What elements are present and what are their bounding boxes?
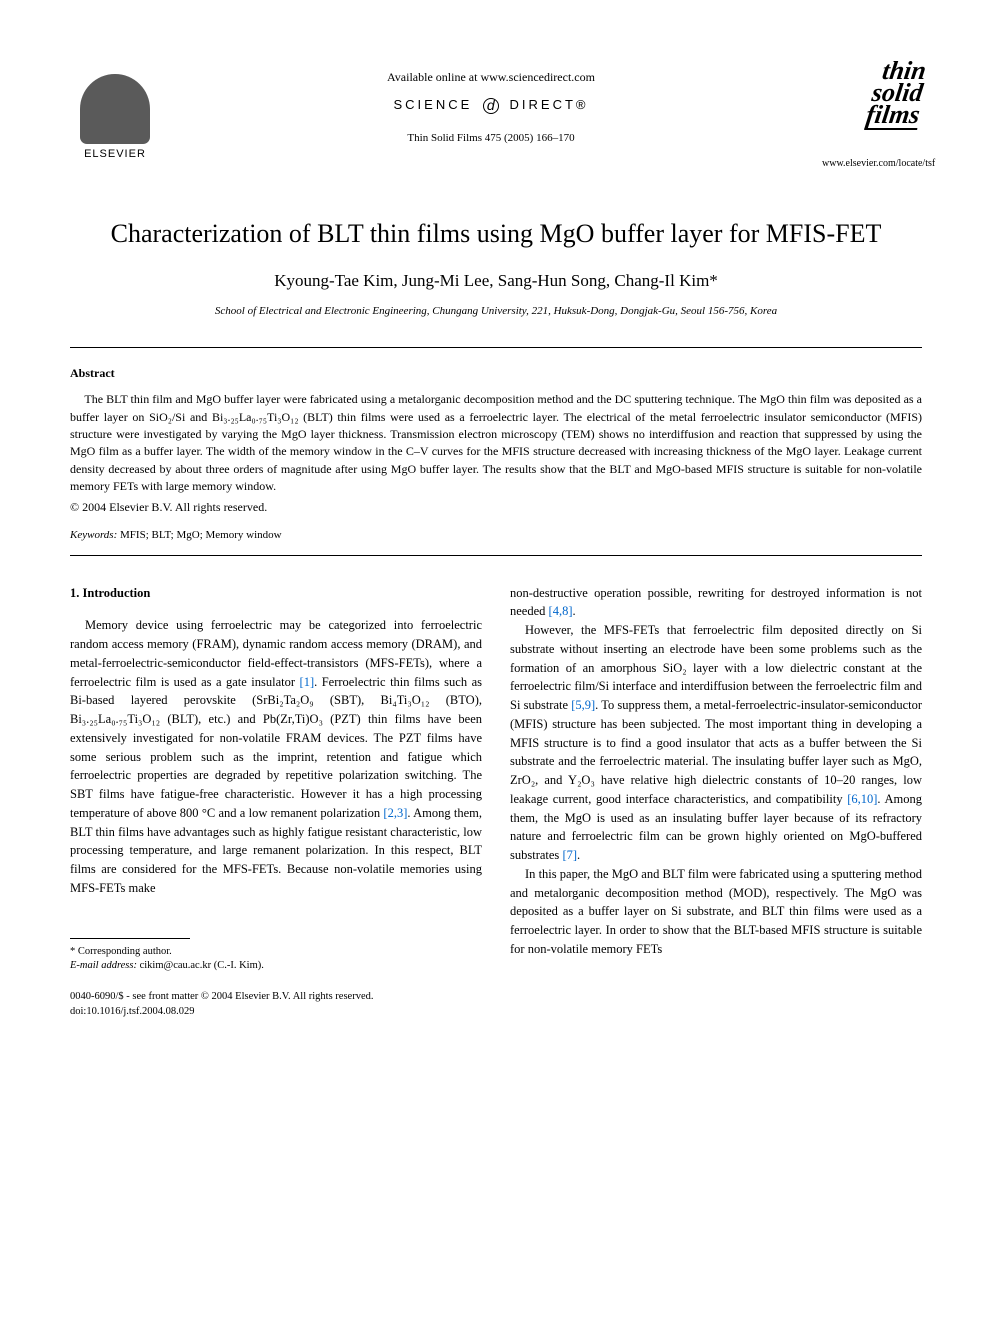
center-header: Available online at www.sciencedirect.co… [160,60,822,144]
intro-para-1-cont: non-destructive operation possible, rewr… [510,584,922,622]
divider [70,347,922,348]
sd-right: DIRECT® [510,97,589,112]
intro-para-1: Memory device using ferroelectric may be… [70,616,482,897]
ref-link-1[interactable]: [1] [300,675,315,689]
bottom-info: 0040-6090/$ - see front matter © 2004 El… [70,990,482,1019]
footnote-separator [70,938,190,939]
body-columns: 1. Introduction Memory device using ferr… [70,584,922,1020]
keywords-line: Keywords: MFIS; BLT; MgO; Memory window [70,529,922,541]
ref-link-6-10[interactable]: [6,10] [847,792,877,806]
right-column: non-destructive operation possible, rewr… [510,584,922,1020]
publisher-logo: ELSEVIER [70,60,160,160]
ref-link-7[interactable]: [7] [562,848,577,862]
text-run: . To suppress them, a metal-ferroelectri… [510,698,922,806]
available-online-text: Available online at www.sciencedirect.co… [160,70,822,85]
text-run: . [577,848,580,862]
abstract-heading: Abstract [70,366,922,381]
affiliation: School of Electrical and Electronic Engi… [70,305,922,317]
abstract-text: The BLT thin film and MgO buffer layer w… [70,391,922,495]
section-1-heading: 1. Introduction [70,584,482,603]
divider [70,555,922,556]
ref-link-2-3[interactable]: [2,3] [383,806,407,820]
text-run: . [572,604,575,618]
journal-citation: Thin Solid Films 475 (2005) 166–170 [160,132,822,144]
tsf-line3: films [864,104,921,126]
intro-para-3: In this paper, the MgO and BLT film were… [510,865,922,959]
journal-url: www.elsevier.com/locate/tsf [822,158,922,169]
text-run: . Ferroelectric thin films such as Bi-ba… [70,675,482,820]
doi-line: doi:10.1016/j.tsf.2004.08.029 [70,1005,482,1020]
authors: Kyoung-Tae Kim, Jung-Mi Lee, Sang-Hun So… [70,271,922,291]
email-label: E-mail address: [70,960,137,971]
ref-link-5-9[interactable]: [5,9] [571,698,595,712]
intro-para-2: However, the MFS-FETs that ferroelectric… [510,621,922,865]
article-title: Characterization of BLT thin films using… [70,219,922,249]
left-column: 1. Introduction Memory device using ferr… [70,584,482,1020]
sd-separator-icon [483,98,499,114]
elsevier-tree-icon [80,74,150,144]
corresponding-author-note: * Corresponding author. [70,945,482,960]
sd-left: SCIENCE [393,97,472,112]
ref-link-4-8[interactable]: [4,8] [549,604,573,618]
publisher-name: ELSEVIER [84,148,146,160]
email-value: cikim@cau.ac.kr (C.-I. Kim). [137,960,264,971]
issn-line: 0040-6090/$ - see front matter © 2004 El… [70,990,482,1005]
keywords-text: MFIS; BLT; MgO; Memory window [117,529,281,541]
email-footnote: E-mail address: cikim@cau.ac.kr (C.-I. K… [70,959,482,974]
journal-logo-block: thin solid films www.elsevier.com/locate… [822,60,922,169]
header-row: ELSEVIER Available online at www.science… [70,60,922,169]
abstract-copyright: © 2004 Elsevier B.V. All rights reserved… [70,500,922,515]
sciencedirect-logo: SCIENCE DIRECT® [160,97,822,114]
keywords-label: Keywords: [70,529,117,541]
tsf-logo-icon: thin solid films [864,60,927,130]
